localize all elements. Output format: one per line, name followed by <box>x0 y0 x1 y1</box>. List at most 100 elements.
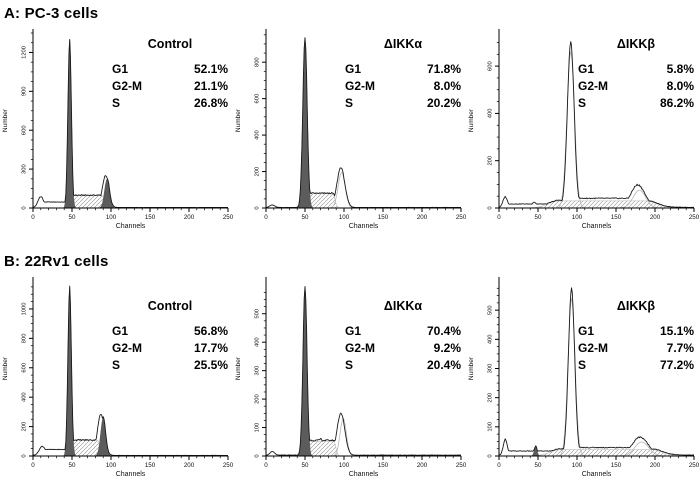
svg-text:200: 200 <box>22 422 28 432</box>
stat-value-g1: 71.8% <box>426 62 461 76</box>
svg-text:200: 200 <box>488 156 494 166</box>
stat-value-g2m: 8.0% <box>433 79 461 93</box>
stat-label-s: S <box>112 96 121 110</box>
flow-histogram-chart: 0 50 100 150 200 250 Channels 0 200 400 600 800 Numb… <box>235 29 466 230</box>
histogram-panel-22rv1-dikkb: 0 50 100 150 200 250 Channels 0 100 200 300 400 500 N… <box>466 270 699 482</box>
stat-value-g2m: 17.7% <box>193 341 228 355</box>
svg-text:200: 200 <box>184 462 195 469</box>
svg-text:250: 250 <box>689 462 699 469</box>
panel-title: Control <box>147 299 193 313</box>
svg-text:150: 150 <box>378 214 389 221</box>
svg-text:100: 100 <box>106 214 117 221</box>
svg-text:1000: 1000 <box>22 302 28 315</box>
svg-text:100: 100 <box>572 462 583 469</box>
svg-text:Channels: Channels <box>582 471 612 478</box>
section-22rv1: B: 22Rv1 cells 0 50 100 150 200 250 Channels 0 2… <box>0 248 700 482</box>
svg-text:Channels: Channels <box>116 223 146 230</box>
svg-text:0: 0 <box>264 214 268 221</box>
svg-text:Channels: Channels <box>116 471 146 478</box>
svg-text:0: 0 <box>255 206 261 209</box>
svg-text:Number: Number <box>468 356 475 380</box>
stat-label-s: S <box>345 358 354 372</box>
cell-cycle-stats: G1 71.8% G2-M 8.0% S 20.2% <box>345 62 461 110</box>
stat-label-g2m: G2-M <box>112 79 142 93</box>
svg-text:150: 150 <box>611 462 622 469</box>
histogram-panel-pc3-control: 0 50 100 150 200 250 Channels 0 300 600 900 1200 Num… <box>0 22 233 234</box>
svg-text:800: 800 <box>22 334 28 344</box>
stat-label-g1: G1 <box>345 324 362 338</box>
svg-text:50: 50 <box>69 462 76 469</box>
stat-label-g1: G1 <box>112 324 129 338</box>
svg-text:500: 500 <box>255 309 261 319</box>
stat-value-s: 20.4% <box>426 358 461 372</box>
svg-text:0: 0 <box>22 454 28 457</box>
svg-text:300: 300 <box>488 364 494 374</box>
histogram-panel-22rv1-control: 0 50 100 150 200 250 Channels 0 200 400 600 800 1000… <box>0 270 233 482</box>
stat-label-g2m: G2-M <box>345 341 375 355</box>
svg-text:1200: 1200 <box>22 46 28 59</box>
svg-text:250: 250 <box>456 214 466 221</box>
svg-text:600: 600 <box>488 61 494 71</box>
svg-text:50: 50 <box>535 214 542 221</box>
stat-label-g2m: G2-M <box>112 341 142 355</box>
svg-text:250: 250 <box>223 214 233 221</box>
flow-histogram-chart: 0 50 100 150 200 250 Channels 0 100 200 300 400 500 N… <box>235 277 466 478</box>
stat-value-s: 86.2% <box>659 96 694 110</box>
cell-cycle-stats: G1 15.1% G2-M 7.7% S 77.2% <box>578 324 694 372</box>
svg-text:200: 200 <box>650 214 661 221</box>
svg-text:200: 200 <box>488 393 494 403</box>
stat-value-s: 25.5% <box>193 358 228 372</box>
svg-text:250: 250 <box>456 462 466 469</box>
svg-text:Number: Number <box>2 356 9 380</box>
svg-text:0: 0 <box>31 214 35 221</box>
svg-text:150: 150 <box>611 214 622 221</box>
stat-value-g1: 5.8% <box>666 62 694 76</box>
svg-text:50: 50 <box>302 214 309 221</box>
svg-text:200: 200 <box>184 214 195 221</box>
stat-value-g2m: 7.7% <box>666 341 694 355</box>
svg-text:300: 300 <box>255 366 261 376</box>
stat-label-g1: G1 <box>578 62 595 76</box>
cell-cycle-stats: G1 52.1% G2-M 21.1% S 26.8% <box>112 62 228 110</box>
stat-value-s: 20.2% <box>426 96 461 110</box>
stat-value-g2m: 9.2% <box>433 341 461 355</box>
svg-text:50: 50 <box>302 462 309 469</box>
svg-text:0: 0 <box>255 454 261 457</box>
stat-value-s: 26.8% <box>193 96 228 110</box>
svg-text:Number: Number <box>235 108 242 132</box>
stat-value-g1: 56.8% <box>193 324 228 338</box>
svg-text:Channels: Channels <box>582 223 612 230</box>
cell-cycle-stats: G1 56.8% G2-M 17.7% S 25.5% <box>112 324 228 372</box>
svg-text:300: 300 <box>22 164 28 174</box>
svg-text:100: 100 <box>572 214 583 221</box>
stat-label-g2m: G2-M <box>345 79 375 93</box>
svg-text:50: 50 <box>69 214 76 221</box>
panel-annotation: ΔIKKα G1 70.4% G2-M 9.2% S 20.4% <box>345 299 461 372</box>
panel-title: ΔIKKβ <box>616 37 656 51</box>
section-a-title: A: PC-3 cells <box>4 5 99 22</box>
svg-text:500: 500 <box>488 305 494 315</box>
stat-label-g1: G1 <box>578 324 595 338</box>
stat-label-s: S <box>578 358 587 372</box>
svg-text:Channels: Channels <box>349 223 379 230</box>
svg-text:100: 100 <box>339 462 350 469</box>
stat-label-s: S <box>112 358 121 372</box>
section-pc3: A: PC-3 cells 0 50 100 150 200 250 Channels 0 30… <box>0 0 700 234</box>
stat-value-g1: 70.4% <box>426 324 461 338</box>
svg-text:200: 200 <box>417 214 428 221</box>
histogram-panel-pc3-dikka: 0 50 100 150 200 250 Channels 0 200 400 600 800 Numb… <box>233 22 466 234</box>
svg-text:0: 0 <box>31 462 35 469</box>
svg-text:0: 0 <box>488 454 494 457</box>
svg-text:600: 600 <box>255 94 261 104</box>
panel-title: ΔIKKβ <box>616 299 656 313</box>
svg-text:200: 200 <box>255 167 261 177</box>
flow-histogram-chart: 0 50 100 150 200 250 Channels 0 100 200 300 400 500 N… <box>468 277 699 478</box>
panel-row-a: 0 50 100 150 200 250 Channels 0 300 600 900 1200 Num… <box>0 22 700 234</box>
svg-text:150: 150 <box>145 214 156 221</box>
cell-cycle-stats: G1 5.8% G2-M 8.0% S 86.2% <box>578 62 694 110</box>
stat-label-g2m: G2-M <box>578 79 608 93</box>
svg-text:600: 600 <box>22 363 28 373</box>
svg-text:0: 0 <box>264 462 268 469</box>
svg-text:50: 50 <box>535 462 542 469</box>
